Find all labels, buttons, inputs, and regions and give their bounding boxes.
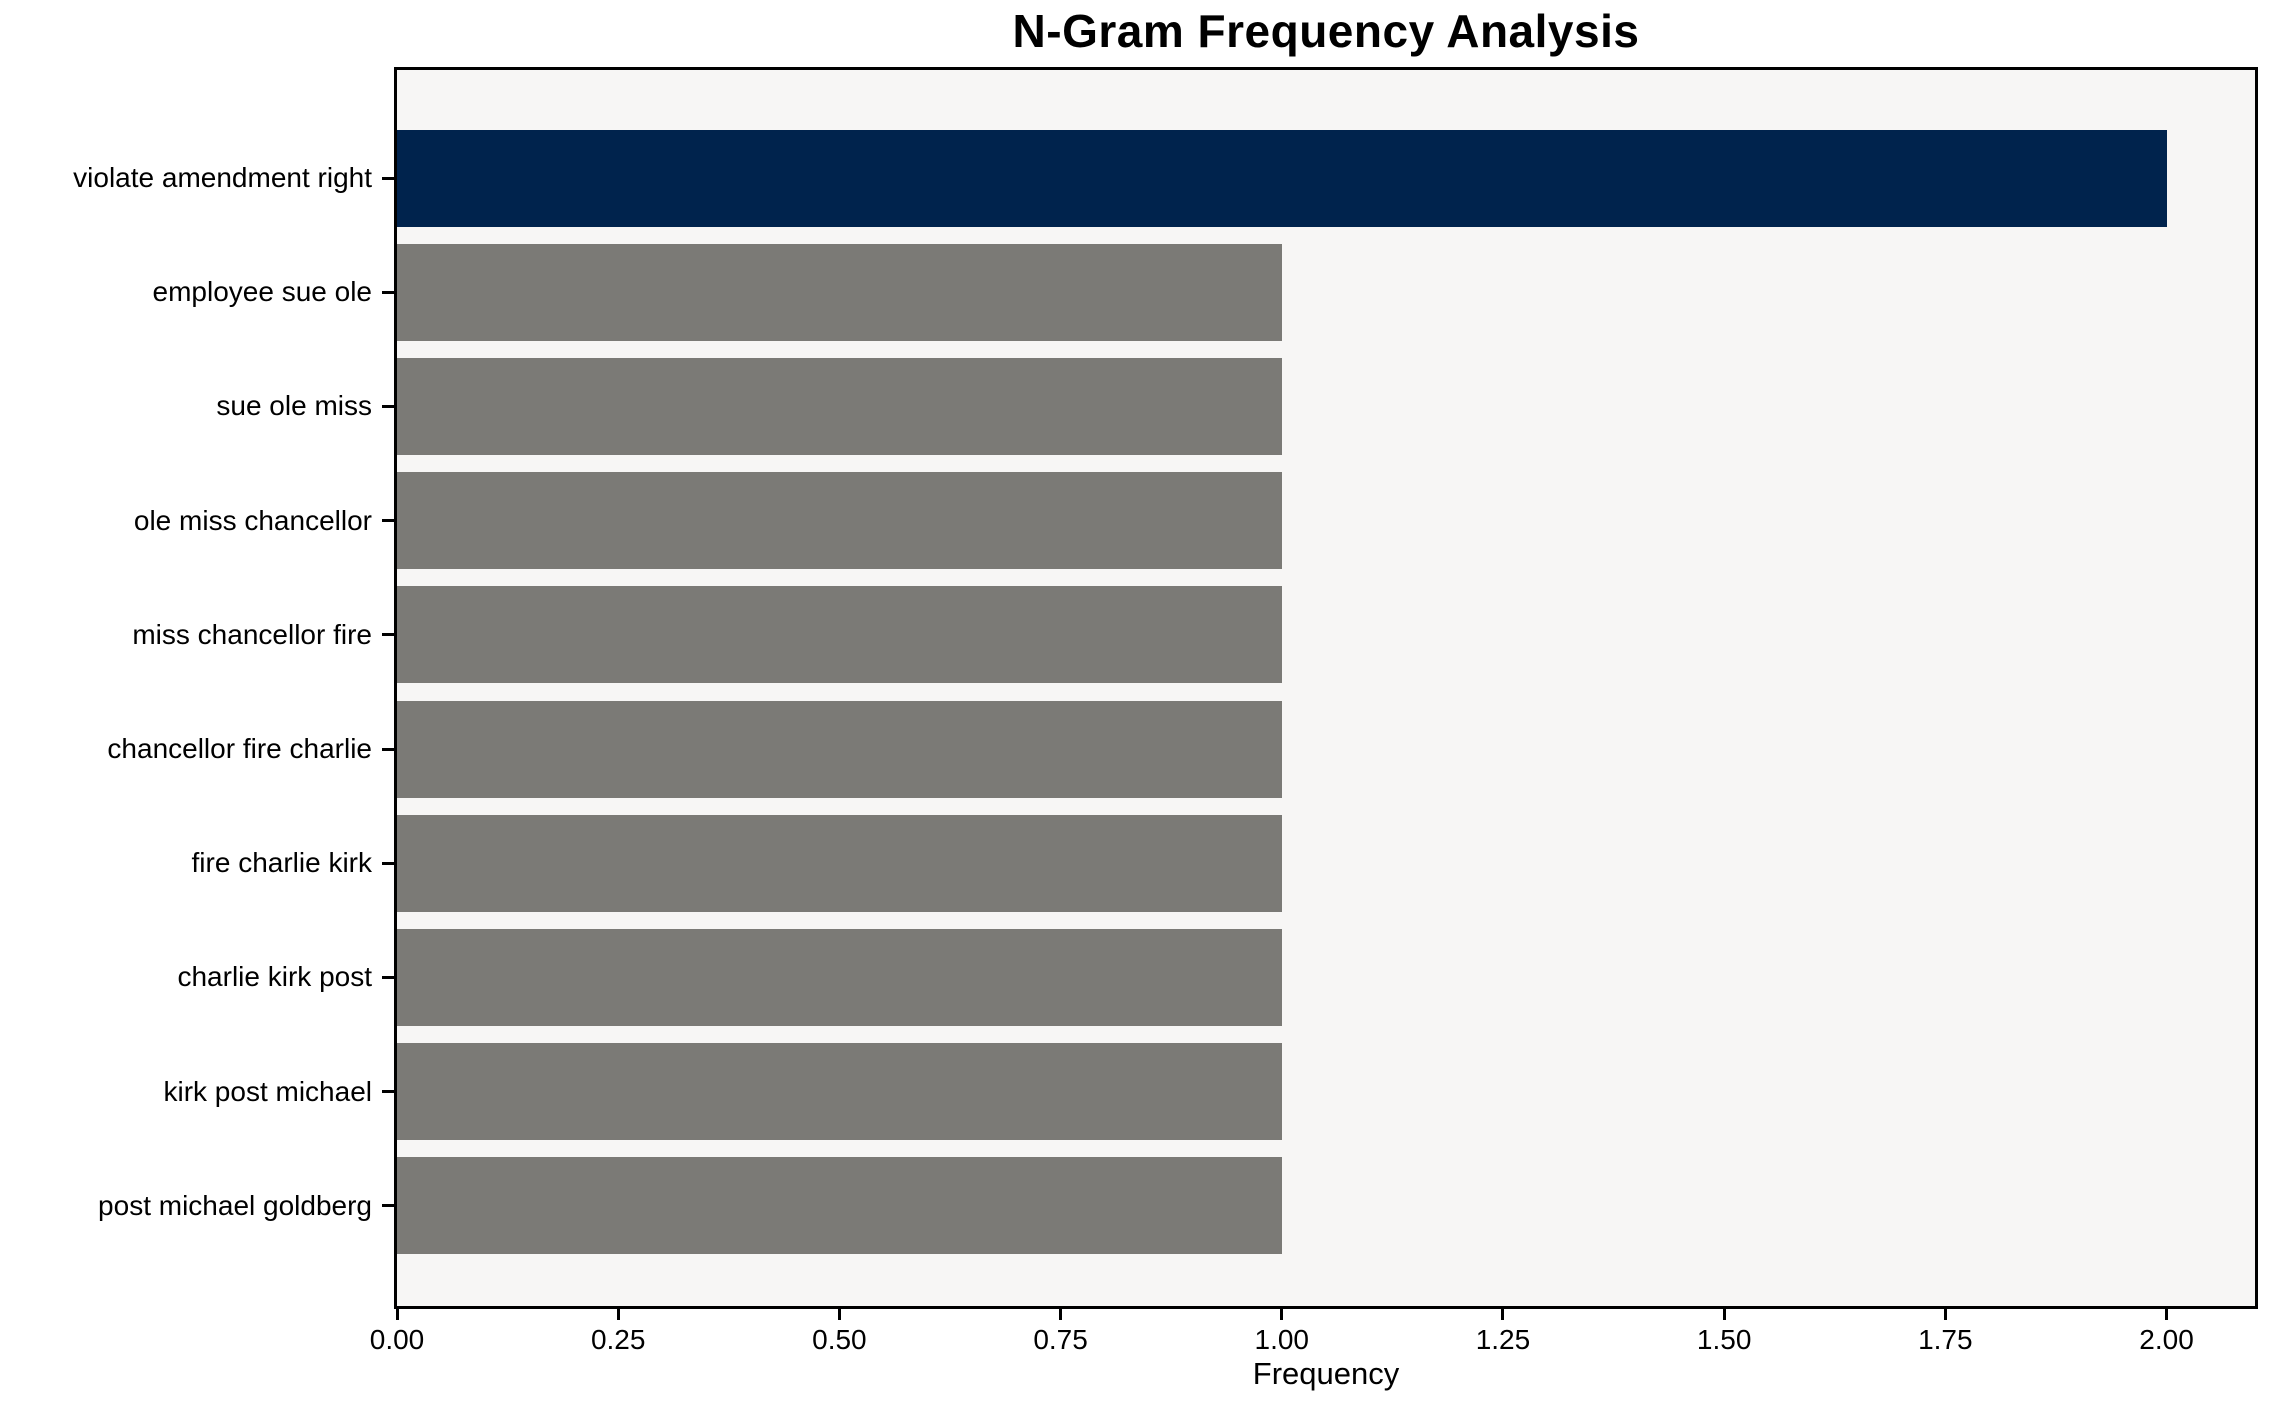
x-axis-title: Frequency <box>1252 1356 1400 1391</box>
x-tick-mark <box>1059 1306 1063 1320</box>
y-tick-label: ole miss chancellor <box>133 504 372 536</box>
y-tick-mark <box>382 861 394 865</box>
y-tick-label: employee sue ole <box>152 276 372 308</box>
x-tick-label: 0.25 <box>590 1324 646 1355</box>
y-tick-mark <box>382 1090 394 1094</box>
y-tick-mark <box>382 290 394 294</box>
x-tick-label: 0.00 <box>369 1324 425 1355</box>
y-tick-label: miss chancellor fire <box>132 618 372 650</box>
y-tick-label: sue ole miss <box>216 390 372 422</box>
y-tick-label: violate amendment right <box>73 162 372 193</box>
x-tick-label: 2.00 <box>2139 1324 2194 1355</box>
bar-violate-amendment-right <box>397 129 2167 227</box>
x-tick-label: 0.50 <box>812 1324 867 1355</box>
bar-kirk-post-michael <box>397 1043 1282 1141</box>
bar-fire-charlie-kirk <box>397 814 1282 912</box>
y-tick-label: post michael goldberg <box>98 1189 372 1221</box>
bar-post-michael-goldberg <box>397 1157 1282 1255</box>
x-tick-mark <box>2165 1306 2169 1320</box>
y-tick-label: kirk post michael <box>163 1075 372 1107</box>
x-tick-mark <box>1943 1306 1947 1320</box>
plot-area <box>397 70 2255 1306</box>
chart-title: N-Gram Frequency Analysis <box>1012 5 1640 57</box>
y-tick-label: chancellor fire charlie <box>107 733 372 764</box>
x-tick-mark <box>395 1306 399 1320</box>
y-tick-label: charlie kirk post <box>177 961 372 993</box>
bar-ole-miss-chancellor <box>397 472 1282 570</box>
bar-sue-ole-miss <box>397 357 1282 455</box>
x-tick-mark <box>1722 1306 1726 1320</box>
y-tick-mark <box>382 1204 394 1208</box>
y-tick-mark <box>382 519 394 523</box>
bar-chancellor-fire-charlie <box>397 700 1282 798</box>
bar-charlie-kirk-post <box>397 928 1282 1026</box>
x-tick-mark <box>837 1306 841 1320</box>
y-tick-mark <box>382 633 394 637</box>
y-tick-mark <box>382 975 394 979</box>
x-tick-mark <box>1501 1306 1505 1320</box>
x-tick-mark <box>1280 1306 1284 1320</box>
y-tick-mark <box>382 747 394 751</box>
x-tick-mark <box>616 1306 620 1320</box>
y-tick-label: fire charlie kirk <box>191 847 372 879</box>
y-tick-mark <box>382 404 394 408</box>
x-tick-label: 1.50 <box>1696 1324 1752 1355</box>
x-tick-label: 1.25 <box>1475 1324 1531 1355</box>
x-tick-label: 1.00 <box>1254 1324 1310 1355</box>
y-tick-mark <box>382 176 394 180</box>
bar-miss-chancellor-fire <box>397 586 1282 684</box>
bar-employee-sue-ole <box>397 243 1282 341</box>
x-tick-label: 1.75 <box>1918 1324 1973 1355</box>
x-tick-label: 0.75 <box>1033 1324 1088 1355</box>
